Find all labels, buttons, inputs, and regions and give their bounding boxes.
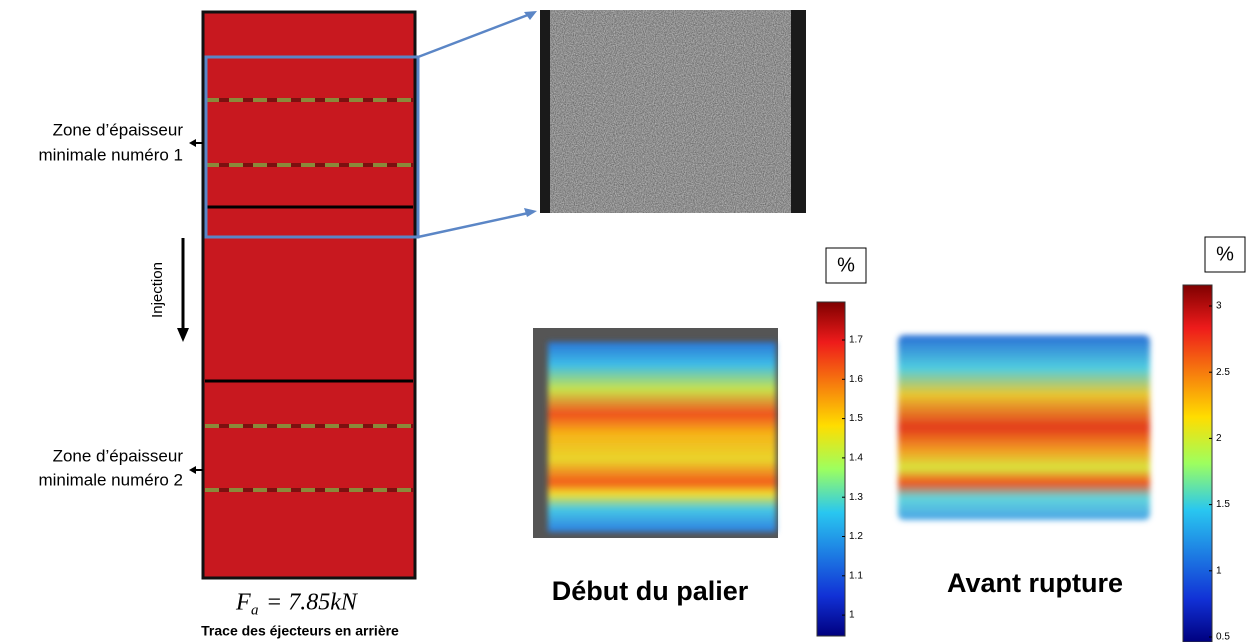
colorbar-label: 1.6 xyxy=(849,374,863,385)
unit-label: % xyxy=(1216,243,1234,265)
unit-box xyxy=(825,247,867,284)
specimen xyxy=(201,10,417,580)
colorbar-label: 1.7 xyxy=(849,335,863,346)
unit-label: % xyxy=(837,254,855,276)
colorbar-label: 1.1 xyxy=(849,570,863,581)
zoom-line xyxy=(417,210,534,239)
map-title: Avant rupture xyxy=(947,568,1123,598)
zone-boundaries xyxy=(205,98,413,492)
colorbar-label: 1.5 xyxy=(1216,499,1230,510)
force-equation: = 7.85kN xyxy=(266,590,359,616)
arrow-head xyxy=(524,208,537,217)
colorbar-label: 1 xyxy=(1216,565,1222,576)
colorbar-label: 1.4 xyxy=(849,453,863,464)
arrow-head xyxy=(189,466,196,474)
zoom-box xyxy=(204,55,420,239)
colorbar-label: 1 xyxy=(849,610,855,621)
colorbar-label: 1.3 xyxy=(849,492,863,503)
arrow-head xyxy=(524,11,537,20)
zone-label: Zone d’épaisseur xyxy=(53,120,184,139)
colorbar-label: 0.5 xyxy=(1216,632,1230,642)
zone-label: minimale numéro 2 xyxy=(38,470,183,489)
colorbar-label: 2.5 xyxy=(1216,367,1230,378)
colorbar-label: 2 xyxy=(1216,433,1222,444)
strain-map xyxy=(898,335,1150,520)
colorbar xyxy=(816,301,846,637)
arrow-head xyxy=(177,328,189,342)
force-subscript: a xyxy=(251,602,259,618)
unit-box xyxy=(1204,236,1246,273)
colorbar-label: 1.5 xyxy=(849,413,863,424)
zone-label: minimale numéro 1 xyxy=(38,145,183,164)
strain-map xyxy=(548,342,776,532)
speckle-texture xyxy=(540,10,806,213)
image-edge xyxy=(791,10,806,213)
colorbar xyxy=(1182,284,1213,642)
colorbar-labels: 1.7 1.6 1.5 1.4 1.3 1.2 1.1 1 xyxy=(842,335,863,621)
caption: Trace des éjecteurs en arrière xyxy=(201,623,399,639)
colorbar-label: 3 xyxy=(1216,301,1222,312)
arrow-head xyxy=(189,139,196,147)
colorbar-label: 1.2 xyxy=(849,531,863,542)
zone-label: Zone d’épaisseur xyxy=(53,446,184,465)
force-symbol: F xyxy=(235,590,251,616)
image-edge xyxy=(540,10,550,213)
injection-label: Injection xyxy=(149,262,166,318)
map-title: Début du palier xyxy=(552,576,749,606)
colorbar-labels: 3 2.5 2 1.5 1 0.5 xyxy=(1209,301,1230,642)
zoom-line xyxy=(417,11,534,59)
